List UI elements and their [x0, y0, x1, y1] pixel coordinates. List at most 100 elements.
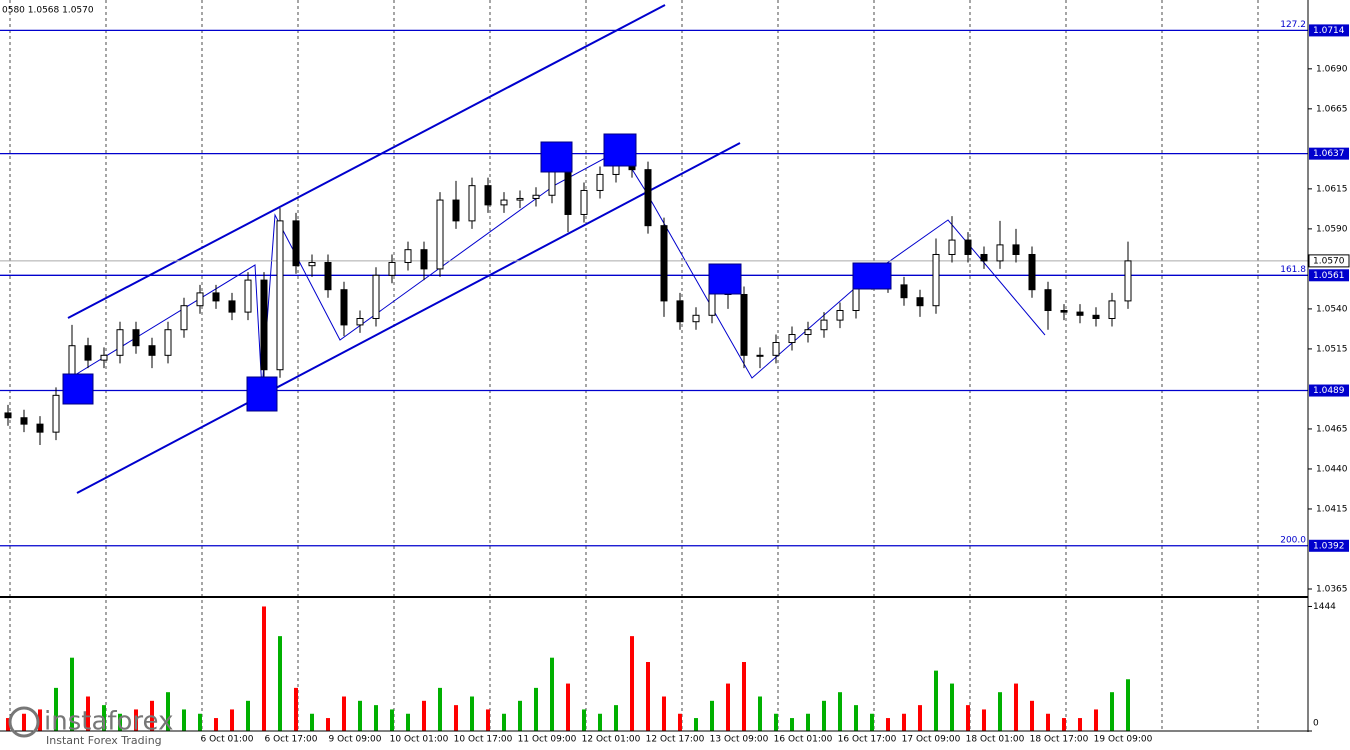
- volume-bar: [646, 662, 650, 731]
- x-tick-label: 16 Oct 17:00: [838, 735, 897, 745]
- marker: [540, 141, 573, 173]
- volume-bar: [70, 657, 74, 731]
- level-box: [1309, 539, 1349, 552]
- x-tick-label: 11 Oct 09:00: [518, 735, 577, 745]
- volume-bar: [486, 709, 490, 731]
- watermark-tagline: Instant Forex Trading: [46, 734, 162, 747]
- candle-body: [532, 194, 540, 199]
- volume-bar: [262, 606, 266, 731]
- volume-bar: [1110, 692, 1114, 731]
- fib-label: 127.2: [1280, 20, 1306, 30]
- level-box: [1309, 147, 1349, 160]
- candle-body: [500, 199, 508, 206]
- plot: 1.0690 1.0665 1.0615 1.0590 1.0540 1.0515 1.04…: [0, 20, 1350, 745]
- candle-body: [692, 314, 700, 323]
- level-box: [1309, 269, 1349, 282]
- level-label: 1.0714: [1313, 26, 1345, 36]
- candle-body: [228, 300, 236, 313]
- candle-body: [644, 169, 652, 227]
- level-label: 1.0637: [1313, 149, 1345, 159]
- volume-bar: [38, 709, 42, 731]
- volume-bar: [390, 709, 394, 731]
- volume-bar: [790, 718, 794, 731]
- volume-bar: [118, 713, 122, 731]
- volume-bar: [982, 709, 986, 731]
- volume-bar: [950, 683, 954, 731]
- x-tick-label: 17 Oct 09:00: [902, 735, 961, 745]
- candle-body: [916, 297, 924, 307]
- candle-body: [20, 417, 28, 425]
- volume-bar: [662, 696, 666, 731]
- candle-body: [1044, 289, 1052, 312]
- y-tick-label: 1.0615: [1316, 184, 1348, 194]
- fib-label: 161.8: [1280, 265, 1306, 275]
- candle-body: [996, 244, 1004, 262]
- volume-bar: [758, 696, 762, 731]
- x-tick-label: 16 Oct 01:00: [774, 735, 833, 745]
- volume-bar: [134, 709, 138, 731]
- marker: [246, 376, 278, 412]
- y-tick-label: 1.0590: [1316, 224, 1348, 234]
- candle-body: [596, 173, 604, 191]
- volume-bar: [1094, 709, 1098, 731]
- marker: [852, 262, 892, 290]
- watermark-brand: instaforex: [44, 707, 173, 737]
- candle-body: [1060, 310, 1068, 313]
- fib-label: 200.0: [1280, 535, 1306, 545]
- volume-bar: [326, 718, 330, 731]
- volume-bar: [742, 662, 746, 731]
- candle-body: [516, 197, 524, 201]
- volume-bar: [214, 718, 218, 731]
- level-label: 1.0392: [1313, 541, 1345, 551]
- volume-bar: [1062, 718, 1066, 731]
- volume-bar: [294, 687, 298, 731]
- candle-body: [132, 329, 140, 347]
- y-tick-label: 1.0440: [1316, 464, 1348, 474]
- y-tick-label: 1.0515: [1316, 344, 1348, 354]
- candle-body: [932, 253, 940, 307]
- watermark: instaforex Instant Forex Trading: [8, 706, 173, 747]
- volume-bar: [534, 687, 538, 731]
- markers: [62, 133, 892, 412]
- channel-lower: [76, 142, 741, 494]
- logo: [8, 706, 40, 738]
- volume-bar: [86, 696, 90, 731]
- volume-bar: [566, 683, 570, 731]
- volume-bar: [54, 687, 58, 731]
- x-tick-label: 10 Oct 01:00: [390, 735, 449, 745]
- candle-body: [212, 292, 220, 302]
- volume-bar: [406, 713, 410, 731]
- volume-bar: [678, 713, 682, 731]
- volume-bar: [550, 657, 554, 731]
- volume-bar: [1078, 718, 1082, 731]
- last-price-label: 1.0570: [1313, 256, 1345, 266]
- candle-body: [660, 225, 668, 302]
- x-tick-label: 9 Oct 09:00: [329, 735, 382, 745]
- candle-body: [580, 189, 588, 215]
- candle-body: [372, 274, 380, 320]
- candle-body: [196, 292, 204, 307]
- volume-bar: [438, 687, 442, 731]
- y-tick-label: 1444: [1313, 602, 1336, 612]
- volume-bar: [998, 692, 1002, 731]
- level-box: [1309, 24, 1349, 37]
- candle-body: [468, 185, 476, 222]
- candle-body: [820, 319, 828, 331]
- volume-bar: [422, 700, 426, 731]
- candle-body: [964, 239, 972, 255]
- candle-body: [100, 354, 108, 361]
- candle-body: [36, 423, 44, 433]
- volume-bar: [230, 709, 234, 731]
- channel-upper: [67, 4, 666, 319]
- candle-body: [772, 342, 780, 356]
- candle-body: [900, 284, 908, 299]
- volume-bar: [902, 713, 906, 731]
- candle-body: [1092, 314, 1100, 320]
- volume-bar: [694, 718, 698, 731]
- candle-body: [436, 199, 444, 270]
- volume-bar: [614, 705, 618, 731]
- volume-bar: [358, 700, 362, 731]
- volume-bar: [710, 700, 714, 731]
- candle-body: [180, 305, 188, 331]
